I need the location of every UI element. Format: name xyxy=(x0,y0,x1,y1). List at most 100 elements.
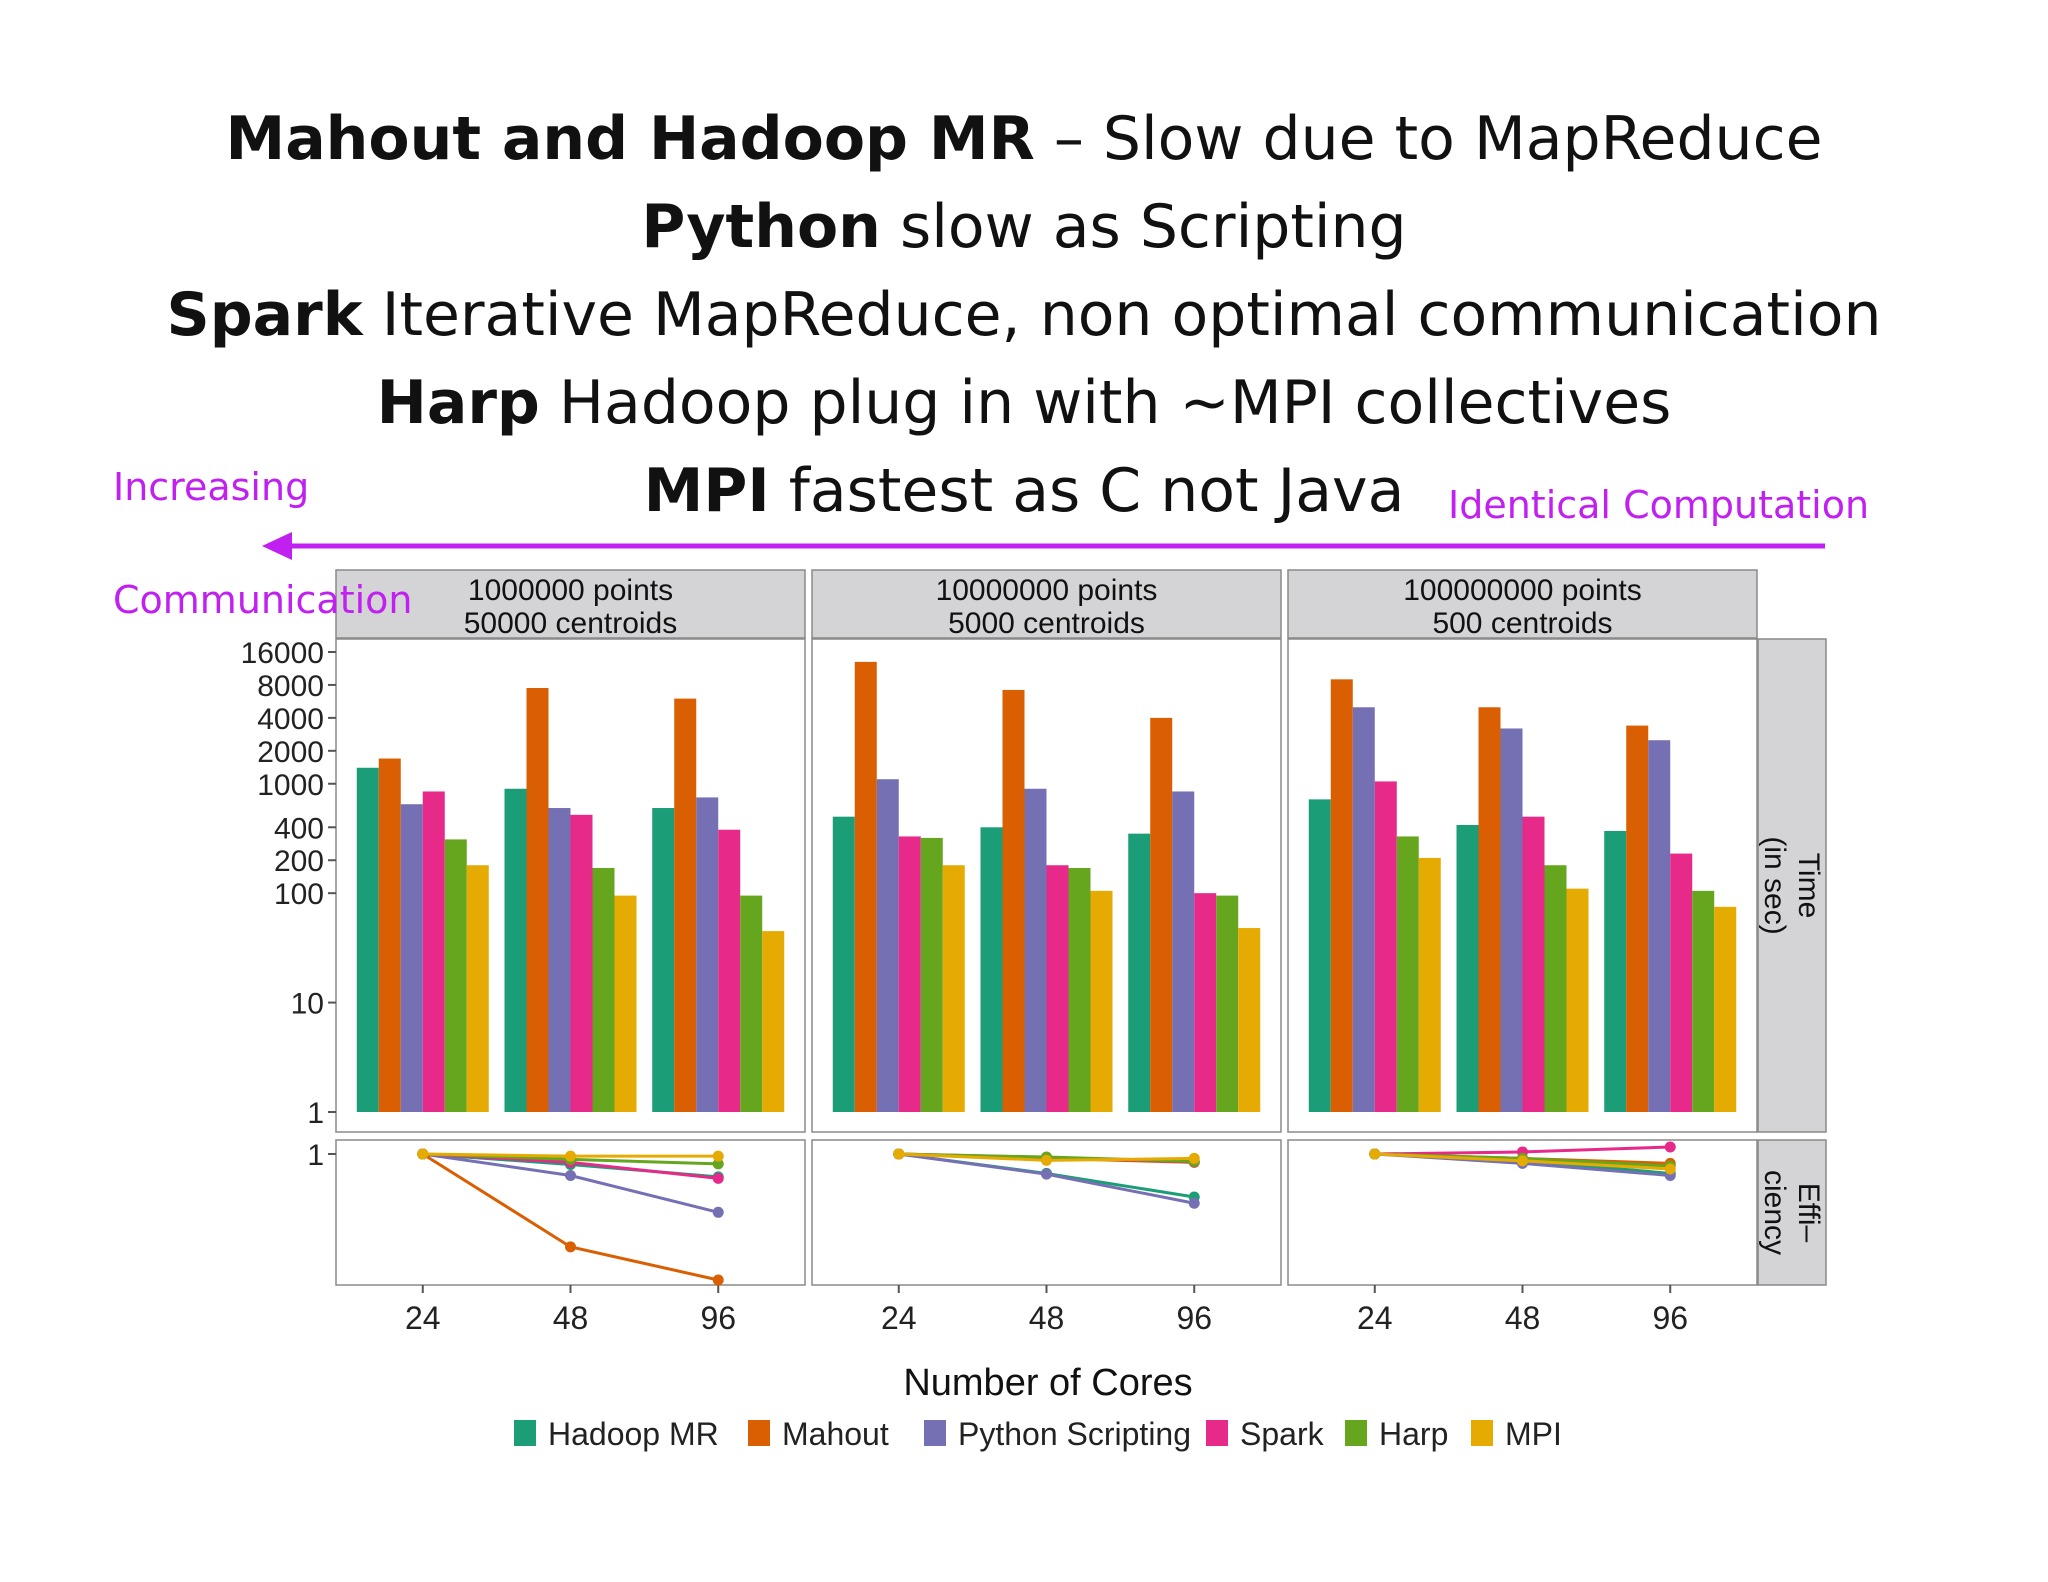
bar-mahout xyxy=(378,758,401,1112)
bar-mahout xyxy=(526,688,549,1112)
facet-label-points: 10000000 points xyxy=(936,574,1158,607)
bar-mahout xyxy=(854,661,877,1112)
efficiency-point xyxy=(712,1150,724,1162)
bar-harp xyxy=(1396,836,1419,1112)
title-line-3: Spark Iterative MapReduce, non optimal c… xyxy=(166,280,1882,350)
bar-spark xyxy=(1374,781,1397,1112)
efficiency-point xyxy=(1369,1148,1381,1160)
efficiency-point xyxy=(1517,1155,1528,1167)
y-tick-label: 10 xyxy=(291,988,324,1021)
legend-label: Hadoop MR xyxy=(548,1416,719,1452)
facet-label-points: 100000000 points xyxy=(1403,574,1642,607)
bar-harp xyxy=(592,867,615,1112)
bar-hadoop-mr xyxy=(652,808,675,1112)
bar-harp xyxy=(740,895,763,1112)
title-block: Mahout and Hadoop MR – Slow due to MapRe… xyxy=(0,95,2048,535)
efficiency-point xyxy=(712,1172,724,1184)
legend-swatch xyxy=(1206,1420,1228,1446)
efficiency-point xyxy=(1041,1168,1052,1180)
efficiency-point xyxy=(565,1241,576,1253)
efficiency-point xyxy=(712,1274,724,1286)
bar-python-scripting xyxy=(400,804,423,1112)
bar-spark xyxy=(1194,893,1217,1112)
bar-mahout xyxy=(1330,679,1353,1112)
annotation-identical-computation: Identical Computation xyxy=(1448,483,1870,527)
legend-label: Harp xyxy=(1379,1416,1448,1452)
bar-mpi xyxy=(1090,890,1113,1112)
annotation-increasing: Increasing xyxy=(113,465,310,509)
bar-spark xyxy=(718,829,741,1112)
x-tick-label: 24 xyxy=(405,1300,441,1336)
y-tick-label: 16000 xyxy=(241,637,324,670)
efficiency-point xyxy=(1188,1152,1200,1164)
title-line-1: Mahout and Hadoop MR – Slow due to MapRe… xyxy=(225,104,1823,174)
bar-mahout xyxy=(1626,725,1649,1112)
y-tick-label: 400 xyxy=(274,812,324,845)
facet-strip xyxy=(811,569,1282,639)
bar-mahout xyxy=(1478,707,1501,1112)
bar-mpi xyxy=(614,895,637,1112)
x-tick-label: 96 xyxy=(1652,1300,1688,1336)
x-tick-label: 24 xyxy=(1357,1300,1393,1336)
bar-python-scripting xyxy=(1352,707,1375,1112)
facet-label-centroids: 5000 centroids xyxy=(948,607,1145,640)
facet-label-centroids: 50000 centroids xyxy=(464,607,678,640)
bar-mahout xyxy=(1002,689,1025,1112)
bar-hadoop-mr xyxy=(1456,824,1479,1112)
bar-hadoop-mr xyxy=(980,827,1003,1112)
bar-harp xyxy=(1068,867,1091,1112)
facet-strip xyxy=(1287,569,1758,639)
bar-hadoop-mr xyxy=(1308,799,1331,1112)
x-tick-label: 96 xyxy=(1176,1300,1212,1336)
bar-python-scripting xyxy=(1024,788,1047,1112)
bar-python-scripting xyxy=(1172,791,1195,1112)
efficiency-point xyxy=(712,1206,724,1218)
x-tick-label: 48 xyxy=(553,1300,589,1336)
bar-spark xyxy=(1046,865,1069,1112)
y-tick-label: 200 xyxy=(274,845,324,878)
bar-python-scripting xyxy=(1648,740,1671,1112)
y-tick-label: 4000 xyxy=(257,703,324,736)
bar-harp xyxy=(1692,890,1715,1112)
bar-python-scripting xyxy=(696,797,719,1112)
efficiency-point xyxy=(1041,1154,1052,1166)
bar-hadoop-mr xyxy=(832,816,855,1112)
bar-mpi xyxy=(762,931,785,1112)
y-tick-label: 1 xyxy=(307,1097,324,1130)
efficiency-point xyxy=(565,1150,576,1162)
bar-python-scripting xyxy=(876,779,899,1112)
x-tick-label: 24 xyxy=(881,1300,917,1336)
legend-label: Mahout xyxy=(782,1416,889,1452)
bar-mpi xyxy=(942,865,965,1112)
bar-spark xyxy=(1670,853,1693,1112)
y-tick-label: 100 xyxy=(274,878,324,911)
bar-spark xyxy=(898,836,921,1112)
bar-harp xyxy=(1216,895,1239,1112)
bar-mahout xyxy=(674,698,697,1112)
facet-strip xyxy=(335,569,806,639)
x-tick-label: 96 xyxy=(700,1300,736,1336)
y-tick-label: 1000 xyxy=(257,769,324,802)
facet-label-points: 1000000 points xyxy=(468,574,673,607)
efficiency-point xyxy=(1188,1197,1200,1209)
bar-mahout xyxy=(1150,717,1173,1112)
bar-mpi xyxy=(466,865,489,1112)
efficiency-panel xyxy=(811,1139,1282,1286)
bar-hadoop-mr xyxy=(1128,833,1151,1112)
bar-spark xyxy=(570,814,593,1112)
direction-arrow-head xyxy=(262,532,292,560)
time-strip xyxy=(1757,638,1827,1133)
bar-spark xyxy=(1522,816,1545,1112)
legend-swatch xyxy=(1471,1420,1493,1446)
annotation-communication: Communication xyxy=(113,578,413,622)
legend-label: MPI xyxy=(1505,1416,1562,1452)
bar-hadoop-mr xyxy=(1604,830,1627,1112)
bar-hadoop-mr xyxy=(356,767,379,1112)
x-tick-label: 48 xyxy=(1505,1300,1541,1336)
y-tick-label-efficiency: 1 xyxy=(307,1139,324,1172)
efficiency-strip xyxy=(1757,1139,1827,1286)
bar-harp xyxy=(1544,865,1567,1112)
legend-swatch xyxy=(514,1420,536,1446)
title-line-5: MPI fastest as C not Java xyxy=(643,456,1405,526)
